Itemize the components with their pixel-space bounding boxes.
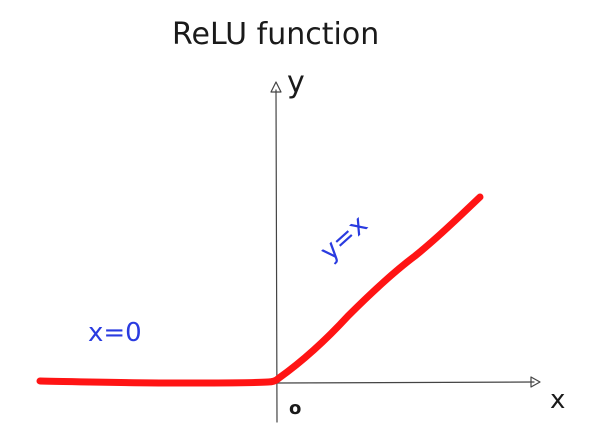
origin-label: o: [289, 398, 301, 419]
x-axis: [276, 381, 535, 384]
positive-region-label: y=x: [315, 210, 374, 267]
y-axis-label: y: [287, 65, 305, 100]
y-axis-arrow: [270, 81, 282, 93]
relu-curve: [36, 193, 484, 387]
y-axis: [275, 89, 278, 423]
page-title: ReLU function: [172, 17, 379, 52]
x-axis-label: x: [550, 385, 565, 415]
x-axis-arrow: [530, 376, 541, 388]
negative-region-label: x=0: [88, 318, 142, 348]
